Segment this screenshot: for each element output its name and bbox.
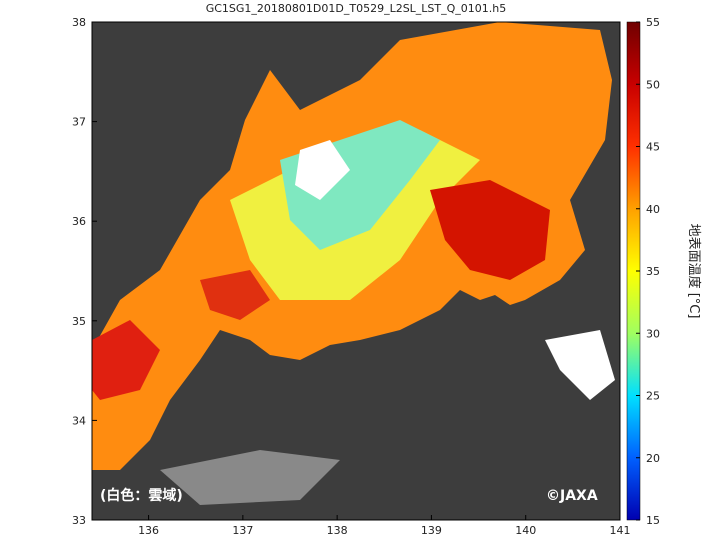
y-tick-label: 35 <box>72 315 86 328</box>
y-tick-label: 38 <box>72 16 86 29</box>
colorbar-tick-label: 25 <box>646 390 660 403</box>
cloud <box>160 450 340 505</box>
x-tick-label: 138 <box>327 524 348 537</box>
chart-title: GC1SG1_20180801D01D_T0529_L2SL_LST_Q_010… <box>206 2 507 15</box>
x-tick-label: 140 <box>515 524 536 537</box>
colorbar-tick-label: 15 <box>646 514 660 527</box>
land <box>92 22 615 505</box>
colorbar-tick-label: 50 <box>646 78 660 91</box>
land-hot <box>430 180 550 280</box>
cloud <box>545 330 615 400</box>
land-hot <box>200 270 270 320</box>
x-tick-label: 137 <box>232 524 253 537</box>
y-tick-label: 33 <box>72 514 86 527</box>
colorbar-label: 地表面温度 [°C] <box>686 224 702 319</box>
x-tick-label: 141 <box>610 524 631 537</box>
colorbar-tick-label: 20 <box>646 452 660 465</box>
y-tick-label: 37 <box>72 116 86 129</box>
x-tick-label: 136 <box>138 524 159 537</box>
colorbar-tick-label: 30 <box>646 327 660 340</box>
cloud <box>295 140 350 200</box>
annotation: ©JAXA <box>546 488 598 504</box>
land-hot <box>92 320 160 400</box>
colorbar-tick-label: 55 <box>646 16 660 29</box>
plot-frame <box>91 21 621 521</box>
colorbar-tick-label: 35 <box>646 265 660 278</box>
colorbar-tick-label: 40 <box>646 203 660 216</box>
colorbar-tick-label: 45 <box>646 141 660 154</box>
annotation: (白色：雲域) <box>100 487 183 504</box>
y-tick-label: 34 <box>72 414 86 427</box>
x-tick-label: 139 <box>421 524 442 537</box>
y-tick-label: 36 <box>72 215 86 228</box>
